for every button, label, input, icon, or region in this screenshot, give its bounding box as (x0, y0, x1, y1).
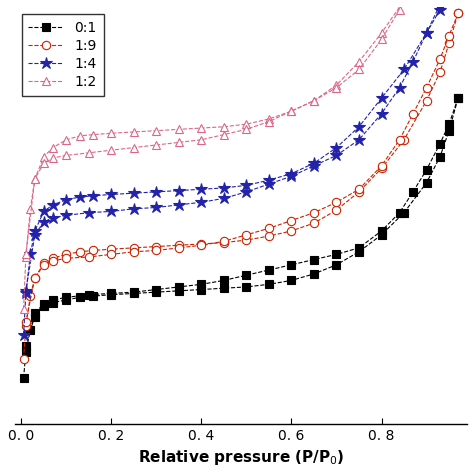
Legend: 0:1, 1:9, 1:4, 1:2: 0:1, 1:9, 1:4, 1:2 (21, 14, 104, 96)
X-axis label: Relative pressure (P/P$_0$): Relative pressure (P/P$_0$) (137, 448, 344, 467)
